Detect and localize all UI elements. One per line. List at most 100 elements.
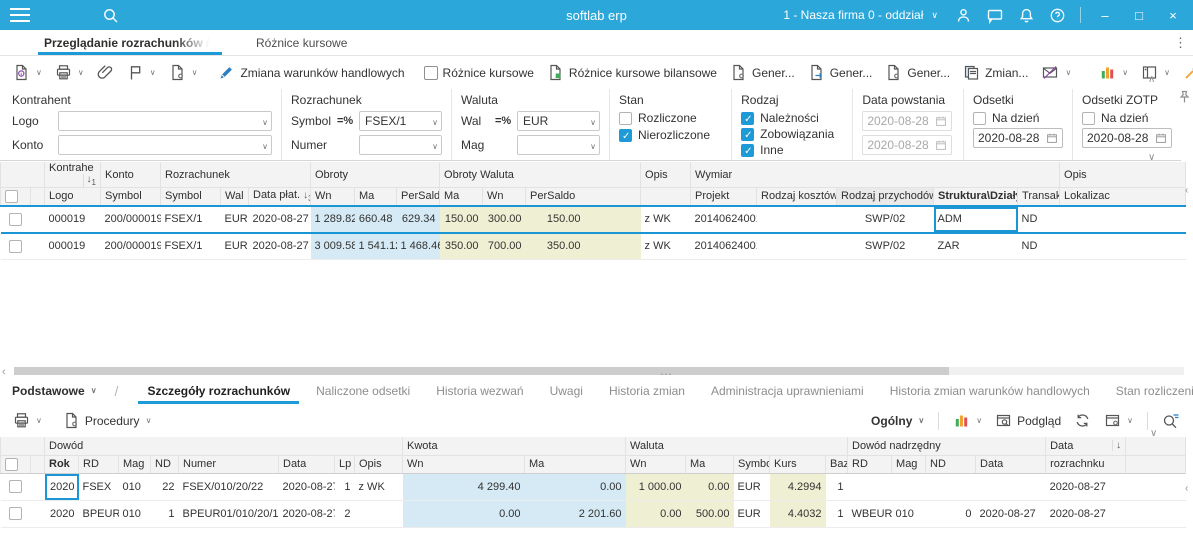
cell-opis[interactable]: z WK — [641, 233, 691, 260]
cell-logo[interactable]: 000019 — [45, 206, 101, 233]
col-mag-nadrzedny[interactable]: Mag — [892, 455, 926, 473]
col-rodzaj-kosztow[interactable]: Rodzaj kosztów — [757, 188, 837, 206]
data-operations-button[interactable]: ∨ — [1180, 62, 1193, 83]
naleznosci-checkbox[interactable]: Należności — [741, 111, 843, 125]
col-data-plat[interactable]: Data płat.↓3 — [249, 188, 311, 206]
cell-konto[interactable]: 200/000019 — [101, 206, 161, 233]
cell-struktura[interactable]: ADM — [934, 206, 1018, 233]
cell-symbol[interactable]: FSEX/1 — [161, 233, 221, 260]
tab-naliczone-odsetki[interactable]: Naliczone odsetki — [303, 377, 423, 404]
tab-stan-rozliczenia-fifo[interactable]: Stan rozliczenia kolejki FIFO — [1103, 377, 1193, 404]
cell-ma[interactable]: 1 541.12 — [355, 233, 397, 260]
cell-transakcje[interactable]: ND — [1018, 233, 1060, 260]
cell-mag[interactable]: 010 — [119, 500, 151, 527]
roznice-bilansowe-button[interactable]: Różnice kursowe bilansowe — [544, 62, 720, 83]
group-obroty-waluta[interactable]: Obroty Waluta — [440, 162, 641, 188]
cell-ma[interactable]: 2 201.60 — [525, 500, 626, 527]
table-row[interactable]: 000019 200/000019 FSEX/1 EUR 2020-08-27 … — [1, 206, 1186, 233]
cell-rd[interactable]: BPEUR0 — [79, 500, 119, 527]
flag-button[interactable]: ∨ — [124, 62, 159, 83]
search-icon[interactable] — [102, 7, 119, 24]
cell-lokalizacja[interactable] — [1060, 206, 1186, 233]
col-data-nadrzedny[interactable]: Data — [976, 455, 1046, 473]
window-close-button[interactable]: × — [1163, 8, 1183, 23]
cell-lp[interactable]: 1 — [335, 473, 355, 500]
group-rozrachunek[interactable]: Rozrachunek — [161, 162, 311, 188]
zotp-na-dzien-checkbox[interactable]: Na dzień — [1082, 111, 1172, 125]
col-symbol[interactable]: Symbol — [161, 188, 221, 206]
tab-roznice-kursowe[interactable]: Różnice kursowe — [250, 30, 353, 55]
print-button[interactable]: ∨ — [52, 62, 87, 83]
cell-lokalizacja[interactable] — [1060, 233, 1186, 260]
cell-symbol[interactable]: EUR — [734, 473, 770, 500]
col-rok[interactable]: Rok — [45, 455, 79, 473]
cell-ma[interactable]: 660.48 — [355, 206, 397, 233]
cell-mag[interactable]: 010 — [119, 473, 151, 500]
cell-projekt[interactable]: 20140624001 — [691, 233, 757, 260]
tab-historia-zmian[interactable]: Historia zmian — [596, 377, 698, 404]
group-obroty[interactable]: Obroty — [311, 162, 440, 188]
cell-rok[interactable]: 2020 — [45, 473, 79, 500]
col-data[interactable]: Data — [279, 455, 335, 473]
window-minimize-button[interactable]: – — [1095, 8, 1115, 23]
cell-transakcje[interactable]: ND — [1018, 206, 1060, 233]
zobowiazania-checkbox[interactable]: Zobowiązania — [741, 127, 843, 141]
col-ma[interactable]: Ma — [355, 188, 397, 206]
cell-data-nadrzedny[interactable]: 2020-08-27 — [976, 500, 1046, 527]
generate-button-3[interactable]: Gener... — [882, 62, 953, 83]
col-struktura-dzialy[interactable]: Struktura\Działy — [934, 188, 1018, 206]
col-waluta-persaldo[interactable]: PerSaldo — [526, 188, 641, 206]
cell-nd[interactable]: 1 — [151, 500, 179, 527]
cell-baza[interactable]: 1 — [826, 500, 848, 527]
cell-nd-nadrzedny[interactable] — [926, 473, 976, 500]
cell-wn[interactable]: 4 299.40 — [403, 473, 525, 500]
col-transakcje[interactable]: Transakcje — [1018, 188, 1060, 206]
cell-waluta-ma[interactable]: 150.00 — [440, 206, 483, 233]
col-waluta-ma[interactable]: Ma — [686, 455, 734, 473]
pane-scroll-left-icon[interactable]: ‹ — [1185, 185, 1188, 196]
zotp-date-field[interactable]: 2020-08-28 — [1082, 128, 1172, 148]
table-row[interactable]: 2020 BPEUR0 010 1 BPEUR01/010/20/1 2020-… — [1, 500, 1186, 527]
no-mail-button[interactable]: ∨ — [1038, 62, 1074, 83]
operator-label[interactable]: =% — [337, 115, 355, 127]
cell-rodzaj-kosztow[interactable] — [757, 206, 837, 233]
tab-historia-wezwan[interactable]: Historia wezwań — [423, 377, 536, 404]
cell-symbol[interactable]: EUR — [734, 500, 770, 527]
col-wal[interactable]: Wal — [221, 188, 249, 206]
cell-mag-nadrzedny[interactable] — [892, 473, 926, 500]
col-konto-symbol[interactable]: Symbol — [101, 188, 161, 206]
cell-struktura[interactable]: ZAR — [934, 233, 1018, 260]
cell-rodzaj-przychodow[interactable]: SWP/02 — [837, 233, 934, 260]
col-logo[interactable]: Logo — [45, 188, 101, 206]
col-rodzaj-przychodow[interactable]: Rodzaj przychodów — [837, 188, 934, 206]
cell-waluta-persaldo[interactable]: 350.00 — [526, 233, 641, 260]
col-opis[interactable] — [641, 188, 691, 206]
chart-button[interactable]: ∨ — [950, 410, 985, 431]
col-baza[interactable]: Baza — [826, 455, 848, 473]
row-checkbox[interactable] — [1, 206, 31, 233]
group-dowod-nadrzedny[interactable]: Dowód nadrzędny — [848, 437, 1046, 455]
cell-wn[interactable]: 3 009.58 — [311, 233, 355, 260]
operator-label[interactable]: =% — [495, 115, 513, 127]
cell-rok[interactable]: 2020 — [45, 500, 79, 527]
cell-wal[interactable]: EUR — [221, 206, 249, 233]
cell-opis[interactable]: z WK — [641, 206, 691, 233]
group-kontrahent[interactable]: Kontrahe↓1 — [45, 162, 101, 188]
cell-data-nadrzedny[interactable] — [976, 473, 1046, 500]
cell-rodzaj-kosztow[interactable] — [757, 233, 837, 260]
logo-combobox[interactable]: ∨ — [58, 111, 272, 131]
mag-combobox[interactable]: ∨ — [517, 135, 600, 155]
col-persaldo[interactable]: PerSaldo — [397, 188, 440, 206]
row-checkbox[interactable] — [1, 233, 31, 260]
select-all-checkbox[interactable] — [1, 188, 31, 206]
cell-mag-nadrzedny[interactable]: 010 — [892, 500, 926, 527]
cell-kurs[interactable]: 4.4032 — [770, 500, 826, 527]
cell-persaldo[interactable]: 1 468.46 — [397, 233, 440, 260]
podglad-button[interactable]: Podgląd — [992, 410, 1064, 431]
group-waluta[interactable]: Waluta — [626, 437, 848, 455]
pin-icon[interactable] — [1178, 90, 1191, 104]
window-maximize-button[interactable]: □ — [1129, 8, 1149, 23]
cell-waluta-ma[interactable]: 0.00 — [686, 473, 734, 500]
refresh-button[interactable] — [1071, 410, 1094, 431]
col-kurs[interactable]: Kurs — [770, 455, 826, 473]
